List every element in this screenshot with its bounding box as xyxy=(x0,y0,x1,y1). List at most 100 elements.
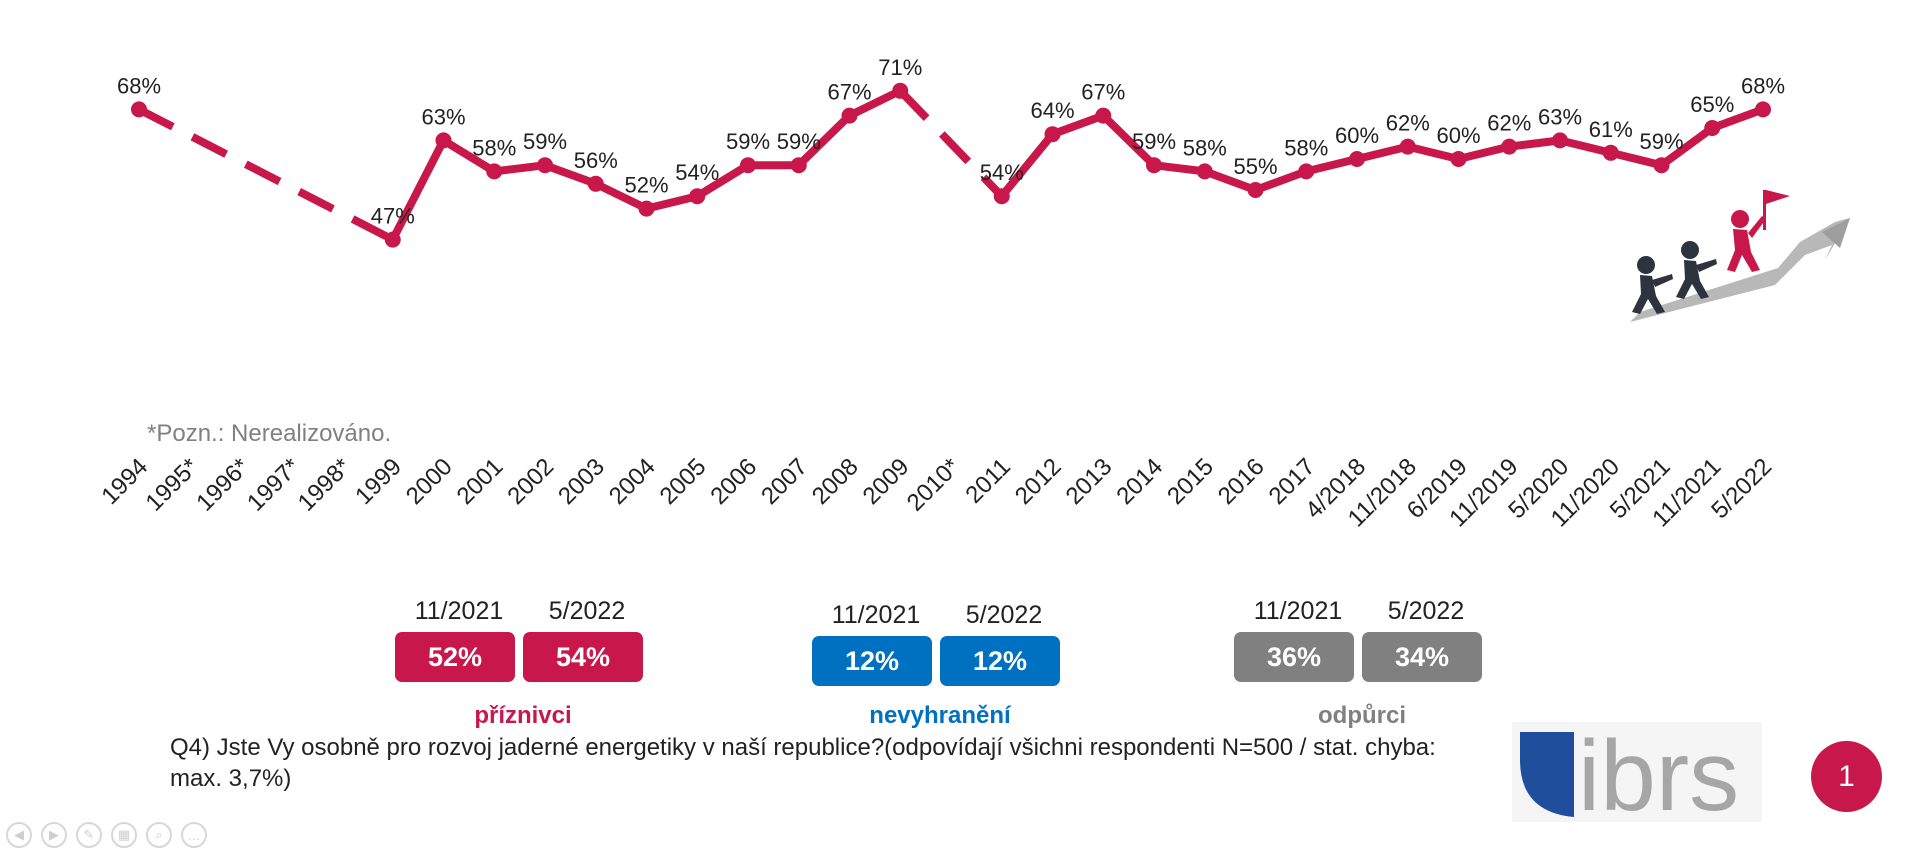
x-tick-label: 2015 xyxy=(1162,453,1219,510)
data-point xyxy=(1298,163,1315,180)
period-label: 5/2022 xyxy=(1387,597,1465,625)
data-point xyxy=(1704,120,1721,136)
data-label: 60% xyxy=(1436,123,1480,148)
series-segment xyxy=(794,111,854,170)
category-label: nevyhranění xyxy=(869,702,1011,729)
series-segment xyxy=(1505,136,1564,151)
slides-icon[interactable]: ▦ xyxy=(111,822,137,848)
x-tick-label: 2001 xyxy=(452,453,509,510)
data-label: 71% xyxy=(878,55,922,80)
x-tick-label: 1999 xyxy=(350,453,407,510)
data-label: 67% xyxy=(827,80,871,105)
series-segment xyxy=(1606,148,1666,170)
data-label: 59% xyxy=(523,129,567,154)
data-point xyxy=(638,200,655,217)
x-tick-label: 2012 xyxy=(1010,453,1067,510)
series-segment xyxy=(490,161,549,176)
x-tick-label: 2016 xyxy=(1213,453,1270,510)
data-label: 62% xyxy=(1487,111,1531,136)
data-point xyxy=(1196,163,1213,180)
survey-question: Q4) Jste Vy osobně pro rozvoj jaderné en… xyxy=(170,734,1436,792)
x-tick-label: 1998* xyxy=(293,453,356,516)
page-number-badge: 1 xyxy=(1811,741,1882,812)
data-point xyxy=(435,132,452,149)
value-box: 52% xyxy=(395,632,515,682)
series-segment xyxy=(1353,142,1412,163)
data-point xyxy=(740,157,756,174)
series-segment xyxy=(845,86,905,120)
data-label: 62% xyxy=(1386,111,1430,136)
series-segment xyxy=(693,161,752,201)
summary-odpurci: 11/2021 5/2022 36% 34% odpůrci xyxy=(1234,597,1490,730)
climbing-people-illustration xyxy=(1630,190,1850,322)
pen-icon[interactable]: ✎ xyxy=(76,822,102,848)
next-icon[interactable]: ▶ xyxy=(41,822,67,848)
period-label: 5/2022 xyxy=(965,601,1043,629)
data-label: 58% xyxy=(1183,135,1227,160)
data-point xyxy=(537,157,553,174)
data-label: 58% xyxy=(1284,135,1328,160)
x-tick-label: 2003 xyxy=(553,453,610,510)
summary-prizivci: 11/2021 5/2022 52% 54% příznivci xyxy=(395,597,651,730)
series-segment xyxy=(1099,111,1158,170)
x-tick-label: 1995* xyxy=(141,453,204,516)
data-label: 64% xyxy=(1030,98,1074,123)
period-label: 11/2021 xyxy=(414,597,504,625)
series-segment xyxy=(1657,124,1717,170)
x-tick-label: 2014 xyxy=(1111,453,1168,510)
more-icon[interactable]: … xyxy=(181,822,207,848)
data-point xyxy=(790,157,807,174)
series-segment xyxy=(1200,167,1260,194)
value-box: 54% xyxy=(523,632,643,682)
x-tick-label: 2002 xyxy=(502,453,559,510)
series-segment xyxy=(1302,155,1361,176)
series-segment xyxy=(1150,161,1209,176)
chart-points xyxy=(131,82,1771,248)
series-segment xyxy=(1251,167,1311,194)
data-point xyxy=(1450,151,1467,167)
data-label: 47% xyxy=(371,204,415,229)
data-label: 54% xyxy=(980,160,1024,185)
value-box: 34% xyxy=(1362,632,1482,682)
series-gap-segment xyxy=(897,88,1005,199)
line-chart: 68%47%63%58% 59%56%52% 54%59% 59%67%71%54%6… xyxy=(96,55,1850,532)
data-label: 68% xyxy=(1741,73,1785,98)
x-tick-label: 2010* xyxy=(902,453,965,516)
data-point xyxy=(1044,126,1061,143)
data-point xyxy=(486,163,503,180)
category-label: odpůrci xyxy=(1318,702,1406,729)
value-box: 12% xyxy=(940,636,1060,686)
series-segment xyxy=(642,192,702,213)
data-point xyxy=(1247,182,1264,198)
x-tick-label: 2013 xyxy=(1061,453,1118,510)
data-point xyxy=(1653,157,1670,174)
x-tick-label: 2011 xyxy=(960,453,1016,509)
period-label: 11/2021 xyxy=(831,601,921,629)
prev-icon[interactable]: ◀ xyxy=(6,822,32,848)
series-segment xyxy=(591,179,651,213)
zoom-icon[interactable]: ⌕ xyxy=(146,822,172,848)
data-point xyxy=(1095,107,1112,124)
logo-text: ibrs xyxy=(1578,722,1739,822)
x-tick-label: 2000 xyxy=(401,453,458,510)
chart-x-tick-labels: 19941995*1996*1997*1998*1999200020012002… xyxy=(96,453,1777,532)
series-segment xyxy=(1708,105,1767,132)
ibrs-logo: ibrs xyxy=(1512,720,1762,832)
chart-lines xyxy=(137,86,1767,244)
series-segment xyxy=(439,136,499,176)
x-tick-label: 2005 xyxy=(655,453,712,510)
data-point xyxy=(1349,151,1365,167)
presentation-toolbar: ◀ ▶ ✎ ▦ ⌕ … xyxy=(6,822,207,848)
chart-value-labels: 68%47%63%58% 59%56%52% 54%59% 59%67%71%54%6… xyxy=(117,55,1785,229)
data-label: 68% xyxy=(117,73,161,98)
category-label: příznivci xyxy=(474,702,572,729)
data-point xyxy=(1146,157,1162,174)
data-label: 65% xyxy=(1690,92,1734,117)
data-label: 59% xyxy=(726,129,770,154)
data-point xyxy=(1552,132,1568,149)
data-point xyxy=(993,188,1010,205)
period-label: 11/2021 xyxy=(1253,597,1343,625)
data-point xyxy=(131,101,147,118)
chart-footnote: *Pozn.: Nerealizováno. xyxy=(147,420,392,447)
data-label: 59% xyxy=(1639,129,1683,154)
